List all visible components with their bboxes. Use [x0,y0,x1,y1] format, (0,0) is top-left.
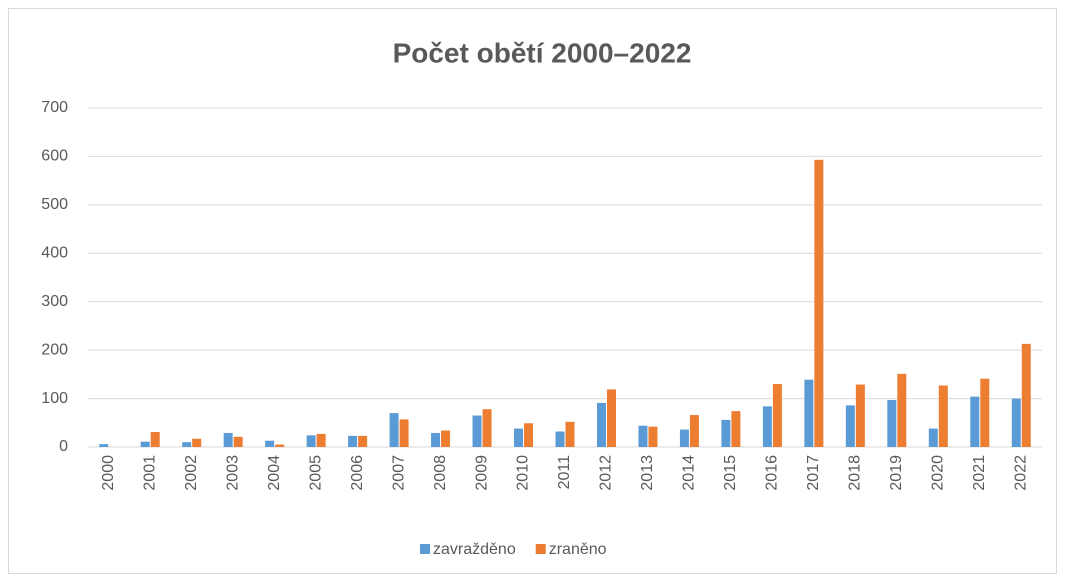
legend-label: zraněno [549,541,607,558]
y-tick-label: 600 [41,148,68,165]
x-tick-label: 2000 [100,455,117,491]
y-tick-label: 400 [41,245,68,262]
bar [804,379,814,447]
y-tick-label: 700 [41,99,68,116]
x-tick-label: 2009 [473,455,490,491]
y-tick-label: 0 [59,438,68,455]
bar [1021,343,1031,447]
y-tick-label: 100 [41,390,68,407]
bar [814,159,824,447]
bar [689,415,699,447]
x-tick-label: 2013 [639,455,656,491]
y-tick-label: 500 [41,196,68,213]
x-tick-label: 2014 [681,455,698,491]
x-tick-label: 2007 [390,455,407,491]
x-tick-label: 2005 [307,455,324,491]
bar [638,425,648,447]
bar [606,389,616,447]
bar [555,431,565,447]
bar [762,406,772,447]
chart-title: Počet obětí 2000–2022 [393,37,692,68]
x-tick-label: 2002 [183,455,200,491]
x-tick-label: 2003 [224,455,241,491]
x-tick-label: 2017 [805,455,822,491]
bar [980,378,990,447]
x-tick-label: 2015 [722,455,739,491]
bar [358,435,368,447]
bar [399,419,409,447]
x-tick-label: 2004 [266,455,283,491]
bar [265,440,275,447]
x-tick-label: 2022 [1012,455,1029,491]
legend-label: zavražděno [433,541,516,558]
bar [192,438,202,447]
bar [845,405,855,447]
bar [721,419,731,447]
x-tick-label: 2016 [764,455,781,491]
x-tick-label: 2018 [847,455,864,491]
x-tick-label: 2012 [598,455,615,491]
bar [679,429,689,447]
chart-border [8,8,1057,574]
bar [524,423,534,447]
bar [565,421,575,447]
x-tick-label: 2001 [141,455,158,491]
x-tick-label: 2006 [349,455,366,491]
bar [938,385,948,447]
bar [150,431,160,447]
y-tick-label: 200 [41,341,68,358]
bar [441,430,451,447]
bar [472,415,482,447]
bar [897,373,907,447]
bar [514,428,524,447]
bar [389,413,399,447]
bar [772,384,782,447]
bar [275,444,285,447]
x-tick-label: 2020 [930,455,947,491]
bar [140,441,150,447]
y-tick-label: 300 [41,293,68,310]
bar [99,444,109,447]
bar [596,402,606,447]
bar [928,428,938,447]
x-tick-label: 2010 [515,455,532,491]
bar [431,432,441,447]
legend-swatch [535,544,546,554]
bar [306,435,316,447]
bar [182,442,192,447]
bar [348,435,358,447]
bar [970,396,980,447]
bar [223,432,233,447]
bar [1011,398,1021,447]
bar [731,411,741,447]
x-tick-label: 2011 [556,455,573,490]
bar [233,436,243,447]
x-tick-label: 2008 [432,455,449,491]
bar [648,426,658,447]
bar [887,400,897,447]
x-tick-label: 2021 [971,455,988,491]
bar [855,384,865,447]
bar [482,409,492,447]
legend-swatch [420,544,430,554]
x-tick-label: 2019 [888,455,905,491]
bar [316,433,326,447]
